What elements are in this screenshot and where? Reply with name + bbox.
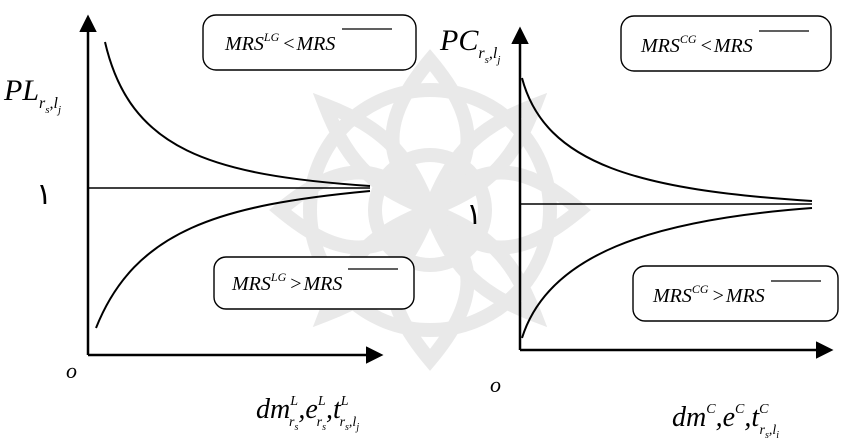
left-top-condition-box: MRSLG < MRS xyxy=(202,14,417,71)
svg-text:MRSLG<MRS: MRSLG < MRS xyxy=(224,30,335,55)
background-watermark xyxy=(269,49,591,371)
left-upper-curve xyxy=(104,41,371,187)
left-x-axis-label: dmL rs,eL rs,tL rs,lj xyxy=(256,394,359,433)
right-level-one: ١ xyxy=(466,197,482,232)
left-panel: PLrs,lj ١ o MRSLG < MRS MRSLG > MRS dmL rs,eL… xyxy=(3,14,417,433)
svg-text:MRSCG>MRS: MRSCG > MRS xyxy=(652,282,765,307)
right-upper-curve xyxy=(521,77,813,202)
left-level-one: ١ xyxy=(36,177,52,212)
left-origin-label: o xyxy=(66,358,77,383)
svg-text:MRSCG<MRS: MRSCG < MRS xyxy=(640,32,753,57)
right-y-axis-label: PCrs,lj xyxy=(439,24,500,66)
right-origin-label: o xyxy=(490,372,501,397)
left-y-axis-label: PLrs,lj xyxy=(3,74,61,116)
right-top-condition-box: MRSCG < MRS xyxy=(620,15,832,72)
right-panel: PCrs,lj ١ o MRSCG < MRS MRSCG > MRS dmC,eC,t… xyxy=(439,15,839,439)
right-bottom-condition-box: MRSCG > MRS xyxy=(632,265,839,322)
right-lower-curve xyxy=(521,207,813,339)
svg-text:MRSLG>MRS: MRSLG > MRS xyxy=(231,270,342,295)
left-lower-curve xyxy=(95,190,371,329)
left-bottom-condition-box: MRSLG > MRS xyxy=(213,256,415,310)
right-x-axis-label: dmC,eC,tC rs,li xyxy=(672,402,779,439)
